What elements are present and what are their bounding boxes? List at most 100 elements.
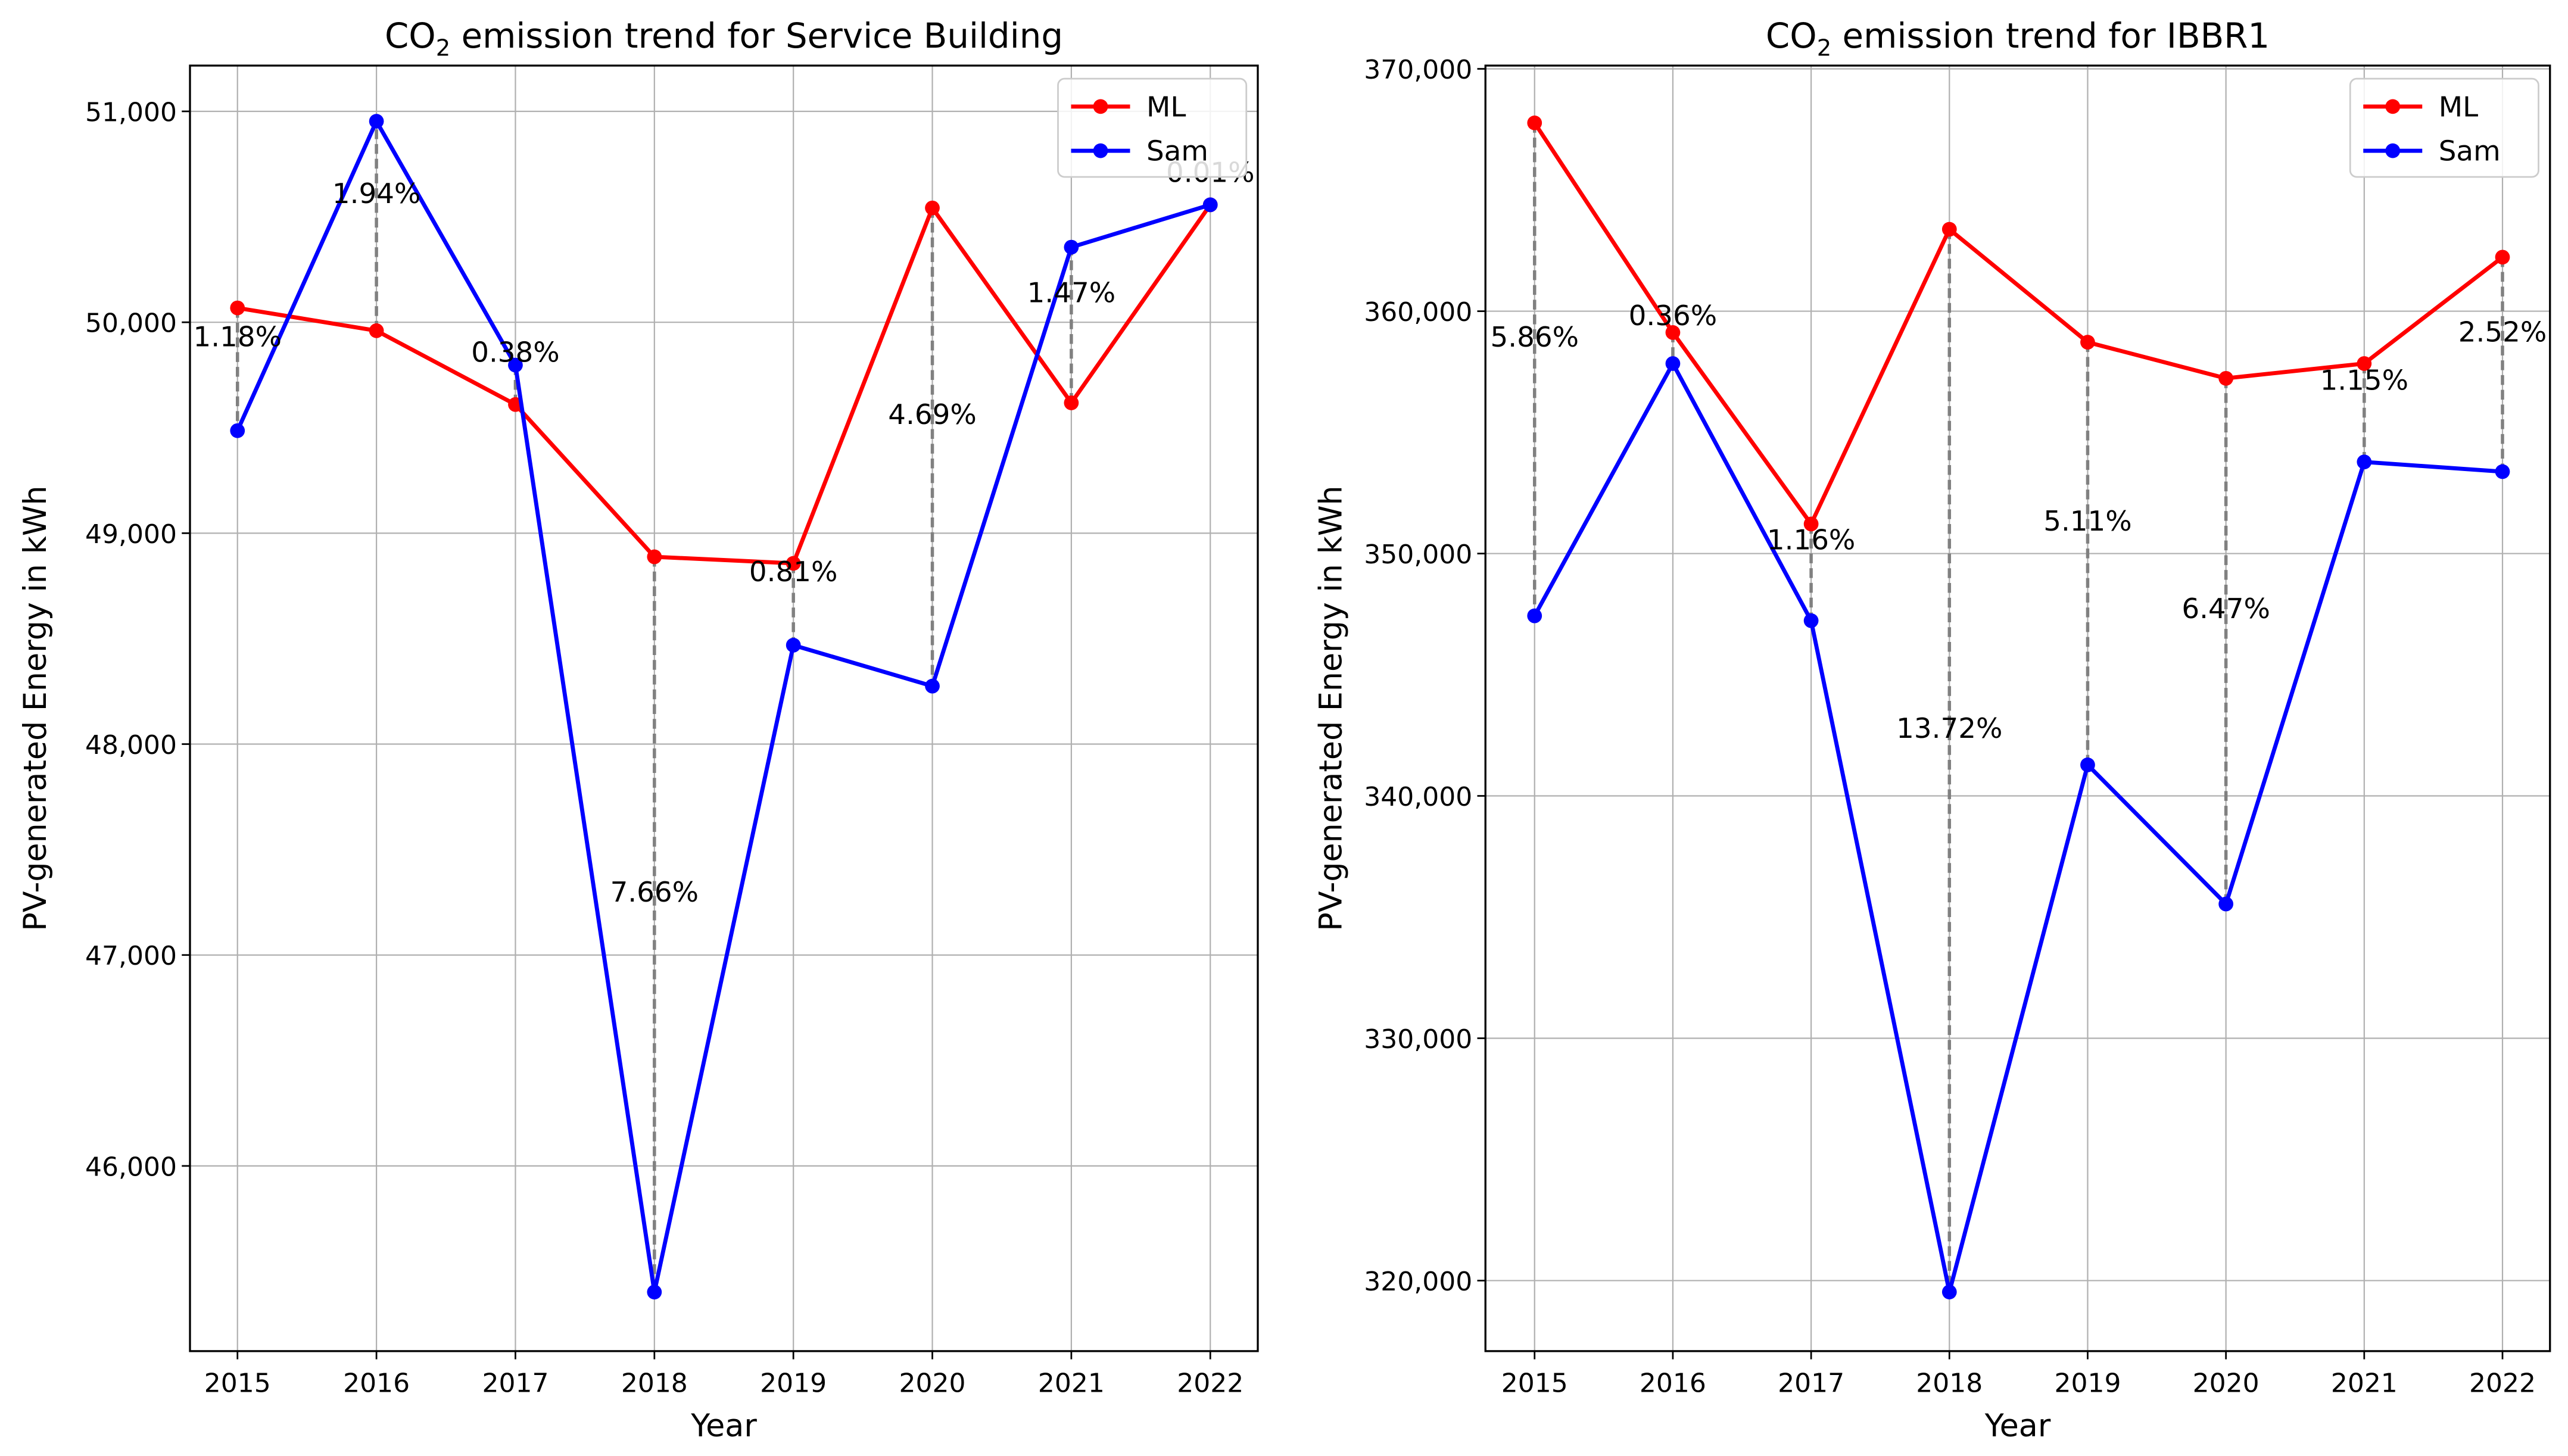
data-point-ml — [230, 300, 245, 316]
legend-label-ml: ML — [2439, 91, 2478, 123]
data-point-ml — [2080, 335, 2095, 350]
title-prefix: CO — [385, 15, 436, 56]
plot-frame — [1484, 64, 2551, 1352]
data-point-ml — [786, 556, 801, 571]
y-tick-label: 330,000 — [1364, 1024, 1472, 1055]
difference-label: 7.66% — [610, 877, 699, 909]
data-point-sam — [369, 114, 384, 129]
difference-label: 2.52% — [2458, 316, 2547, 348]
title-suffix: emission trend for Service Building — [450, 15, 1063, 56]
data-point-sam — [230, 423, 245, 438]
legend-marker-sam — [2385, 143, 2401, 158]
difference-label: 1.94% — [332, 178, 421, 210]
difference-label: 6.47% — [2181, 593, 2270, 625]
legend-marker-ml — [2385, 99, 2401, 114]
data-point-sam — [508, 357, 523, 373]
legend-label-ml: ML — [1146, 91, 1186, 123]
x-tick-label: 2016 — [343, 1368, 410, 1399]
data-point-ml — [925, 200, 940, 216]
chart-0: 2015 2016 2017 2018 2019 2020 2021 2022 46,000 47… — [18, 15, 1259, 1444]
data-point-sam — [1527, 608, 1542, 623]
x-tick-label: 2022 — [1177, 1368, 1244, 1399]
x-tick-label: 2021 — [1038, 1368, 1105, 1399]
difference-label: 5.11% — [2043, 506, 2132, 538]
series-line-ml — [237, 203, 1213, 566]
data-point-ml — [1064, 395, 1079, 410]
title-suffix: emission trend for IBBR1 — [1831, 15, 2270, 56]
y-axis-label: PV-generated Energy in kWh — [18, 485, 54, 931]
series-line-sam — [1532, 359, 2503, 1293]
data-point-sam — [1064, 239, 1079, 255]
data-point-sam — [1202, 197, 1218, 213]
legend-label-sam: Sam — [2439, 136, 2501, 168]
y-tick-label: 340,000 — [1364, 782, 1472, 812]
title-subscript: 2 — [436, 35, 451, 62]
x-axis-label: Year — [690, 1408, 757, 1444]
difference-label: 0.81% — [749, 556, 838, 588]
x-tick-label: 2017 — [1778, 1368, 1844, 1399]
y-tick-label: 49,000 — [85, 519, 177, 550]
series-line-ml — [1532, 121, 2504, 528]
legend-marker-sam — [1093, 143, 1108, 158]
legend: ML Sam — [1057, 77, 1248, 178]
x-tick-label: 2022 — [2469, 1368, 2536, 1399]
data-point-ml — [369, 323, 384, 338]
data-point-ml — [2495, 250, 2510, 265]
y-tick-label: 50,000 — [85, 308, 177, 339]
legend: ML Sam — [2349, 77, 2539, 178]
x-tick-label: 2015 — [204, 1368, 271, 1399]
y-tick-label: 47,000 — [85, 941, 177, 971]
x-tick-label: 2021 — [2331, 1368, 2398, 1399]
title-prefix: CO — [1766, 15, 1817, 56]
y-tick-label: 48,000 — [85, 730, 177, 760]
y-tick-label: 46,000 — [85, 1152, 177, 1182]
difference-label: 0.38% — [471, 337, 560, 369]
chart-1: 2015 2016 2017 2018 2019 2020 2021 2022 320,000 3… — [1313, 15, 2551, 1444]
x-tick-label: 2019 — [2054, 1368, 2121, 1399]
difference-label: 0.36% — [1629, 300, 1718, 332]
data-point-sam — [2080, 757, 2095, 772]
x-tick-label: 2018 — [621, 1368, 688, 1399]
difference-label: 13.72% — [1896, 713, 2002, 745]
data-point-sam — [1665, 356, 1681, 371]
difference-label: 1.16% — [1767, 525, 1856, 557]
difference-label: 5.86% — [1490, 322, 1579, 354]
y-tick-label: 360,000 — [1364, 297, 1472, 328]
data-point-ml — [2218, 370, 2234, 386]
difference-label: 1.15% — [2320, 365, 2409, 397]
data-point-ml — [647, 549, 662, 565]
data-point-sam — [647, 1284, 662, 1300]
difference-label: 1.47% — [1027, 277, 1116, 309]
data-point-sam — [1941, 1284, 1957, 1299]
difference-label: 1.18% — [193, 322, 282, 354]
difference-label: 4.69% — [888, 399, 977, 431]
data-point-sam — [1803, 613, 1819, 628]
x-tick-label: 2017 — [482, 1368, 548, 1399]
chart-title: CO2 emission trend for Service Building — [385, 15, 1063, 62]
data-point-ml — [1803, 516, 1819, 532]
data-point-ml — [1527, 115, 1542, 130]
data-point-sam — [2357, 454, 2372, 470]
data-point-sam — [2218, 896, 2234, 912]
data-point-ml — [2357, 356, 2372, 371]
y-tick-label: 370,000 — [1364, 55, 1472, 85]
plot-frame — [189, 64, 1259, 1352]
data-point-sam — [925, 678, 940, 694]
data-point-sam — [2495, 464, 2510, 479]
x-tick-label: 2020 — [2193, 1368, 2260, 1399]
legend-marker-ml — [1093, 99, 1108, 114]
y-axis-label: PV-generated Energy in kWh — [1313, 485, 1349, 931]
title-subscript: 2 — [1817, 35, 1832, 62]
data-point-sam — [786, 638, 801, 653]
x-tick-label: 2020 — [899, 1368, 966, 1399]
chart-title: CO2 emission trend for IBBR1 — [1766, 15, 2270, 62]
series-line-sam — [235, 117, 1211, 1293]
x-tick-label: 2018 — [1916, 1368, 1983, 1399]
y-tick-label: 350,000 — [1364, 540, 1472, 570]
x-axis-label: Year — [1984, 1408, 2051, 1444]
data-point-ml — [1941, 222, 1957, 237]
x-tick-label: 2019 — [760, 1368, 827, 1399]
legend-label-sam: Sam — [1146, 136, 1208, 168]
x-tick-label: 2015 — [1501, 1368, 1568, 1399]
